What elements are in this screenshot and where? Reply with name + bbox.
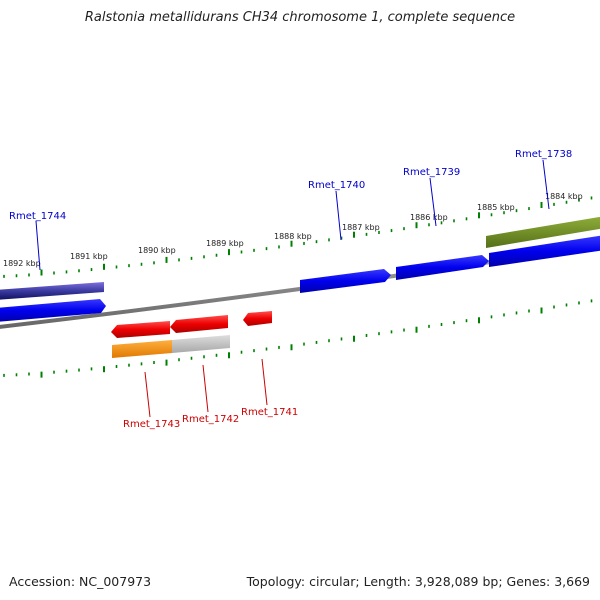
gene-label-rmet-1741[interactable]: Rmet_1741 [241,407,298,418]
gene-label-rmet-1743[interactable]: Rmet_1743 [123,419,180,430]
accession-text: Accession: NC_007973 [9,574,152,589]
callout-line-rmet-1743 [144,371,151,418]
topology-summary: Topology: circular; Length: 3,928,089 bp… [246,574,590,589]
ruler-label: 1884 kbp [545,192,583,201]
outer-ruler [3,196,593,278]
cog-bar-rmet-1742 [172,335,230,353]
ruler-label: 1886 kbp [410,213,448,222]
callout-line-rmet-1742 [202,364,209,413]
cog-bar-rmet-1738 [486,216,600,248]
ruler-label: 1889 kbp [206,239,244,248]
gene-arrow-rmet-1738[interactable] [489,235,600,267]
ruler-label: 1891 kbp [70,252,108,261]
cog-bar-rmet-1744 [0,282,104,300]
gene-label-rmet-1738[interactable]: Rmet_1738 [515,149,572,160]
map-title: Ralstonia metallidurans CH34 chromosome … [84,10,516,25]
gene-label-rmet-1740[interactable]: Rmet_1740 [308,180,365,191]
gene-arrow-rmet-1741[interactable] [243,311,272,326]
callout-line-rmet-1741 [261,358,268,406]
gene-arrow-rmet-1744[interactable] [0,299,106,322]
callout-line-rmet-1738 [542,159,550,210]
gene-arrow-rmet-1740[interactable] [300,269,391,293]
callout-line-rmet-1740 [335,190,342,241]
ruler-label: 1885 kbp [477,203,515,212]
gene-label-rmet-1744[interactable]: Rmet_1744 [9,211,66,222]
callout-line-rmet-1739 [429,177,437,227]
gene-arrow-rmet-1743[interactable] [111,321,170,338]
ruler-label: 1888 kbp [274,232,312,241]
ruler-labels: 1892 kbp 1891 kbp 1890 kbp 1889 kbp 1888 kbp… [3,192,583,268]
inner-ruler [3,299,593,378]
ruler-label: 1887 kbp [342,223,380,232]
cog-bar-rmet-1743 [112,340,172,358]
gene-arrow-rmet-1742[interactable] [170,315,228,333]
ruler-label: 1892 kbp [3,259,41,268]
ruler-label: 1890 kbp [138,246,176,255]
gene-label-rmet-1742[interactable]: Rmet_1742 [182,414,239,425]
callout-line-rmet-1744 [35,220,41,271]
gene-arrow-rmet-1739[interactable] [396,255,489,280]
gene-label-rmet-1739[interactable]: Rmet_1739 [403,167,460,178]
